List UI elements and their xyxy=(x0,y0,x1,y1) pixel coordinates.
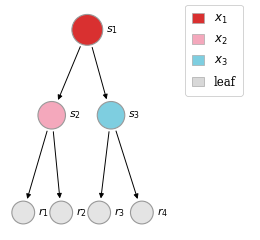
Circle shape xyxy=(38,102,66,129)
Text: $s_{3}$: $s_{3}$ xyxy=(128,109,140,121)
Text: $r_{4}$: $r_{4}$ xyxy=(157,206,168,219)
Text: $s_{2}$: $s_{2}$ xyxy=(69,109,81,121)
Text: $r_{1}$: $r_{1}$ xyxy=(38,206,49,219)
Circle shape xyxy=(131,201,153,224)
Circle shape xyxy=(88,201,110,224)
Circle shape xyxy=(97,102,125,129)
Circle shape xyxy=(72,14,103,45)
Legend: $x_1$, $x_2$, $x_3$, leaf: $x_1$, $x_2$, $x_3$, leaf xyxy=(185,5,243,96)
Text: $r_{3}$: $r_{3}$ xyxy=(114,206,125,219)
Circle shape xyxy=(12,201,35,224)
Circle shape xyxy=(50,201,73,224)
Text: $r_{2}$: $r_{2}$ xyxy=(76,206,87,219)
Text: $s_{1}$: $s_{1}$ xyxy=(106,24,118,36)
